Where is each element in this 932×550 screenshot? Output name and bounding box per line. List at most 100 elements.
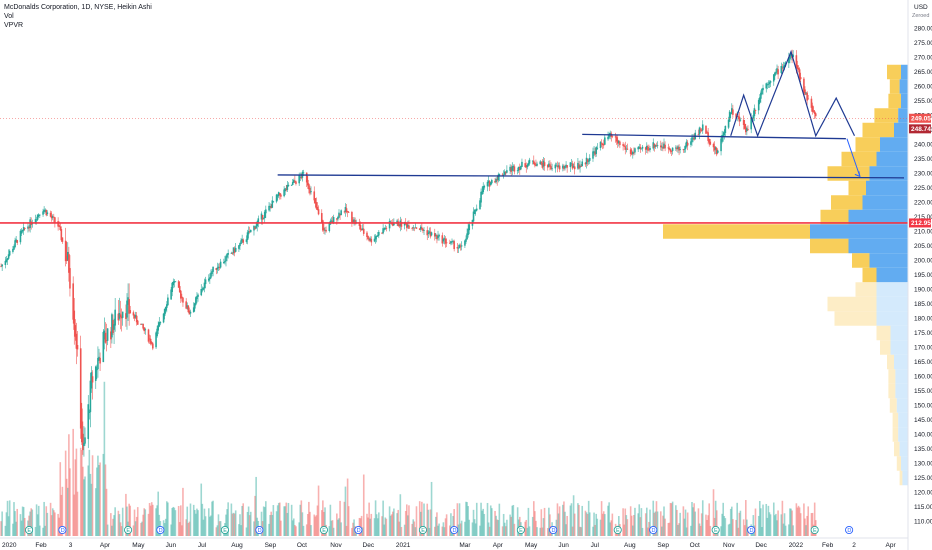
dividend-marker[interactable] <box>450 525 459 535</box>
earnings-marker[interactable] <box>810 525 819 535</box>
volume-bar <box>121 507 124 536</box>
volume-bar <box>675 505 677 536</box>
candle-body <box>592 151 594 159</box>
symbol-title[interactable]: McDonalds Corporation, 1D, NYSE, Heikin … <box>4 4 152 11</box>
candle-body <box>466 233 468 240</box>
volume-bar <box>742 519 745 536</box>
candle-body <box>332 217 335 223</box>
volume-bar <box>239 514 241 536</box>
candle-body <box>762 87 764 91</box>
candle-body <box>219 261 222 268</box>
time-axis[interactable]: 2020 Feb 3 Apr May Jun Jul Aug Sep Oct Nov Dec 2021 M… <box>0 537 908 549</box>
volume-bar <box>457 524 460 536</box>
candle-body <box>797 67 800 70</box>
dividend-marker[interactable] <box>156 525 165 535</box>
candle-body <box>686 142 689 146</box>
candle-body <box>611 135 614 137</box>
volume-bar <box>506 519 508 536</box>
volume-bar <box>494 510 496 536</box>
dividend-marker[interactable] <box>354 525 363 535</box>
volume-bar <box>21 506 24 536</box>
vpvr-indicator-label[interactable]: VPVR <box>4 22 24 29</box>
price-tick-label: 205.00 <box>914 243 932 250</box>
volume-bar <box>738 512 741 536</box>
volume-bar <box>607 505 609 536</box>
volume-bar <box>97 455 99 536</box>
volume-bar <box>686 512 689 536</box>
earnings-marker[interactable] <box>613 525 622 535</box>
vp-row-down <box>876 325 891 341</box>
candle-body <box>503 171 506 175</box>
volume-bar <box>566 515 568 536</box>
candle-body <box>422 228 424 231</box>
vp-row-down <box>894 441 900 457</box>
volume-indicator-label[interactable]: Vol <box>4 13 14 20</box>
volume-bar <box>279 502 281 536</box>
head-shoulders-pattern[interactable] <box>730 49 856 138</box>
candle-body <box>806 92 808 101</box>
dividend-marker[interactable] <box>845 525 854 535</box>
volume-bar <box>715 510 718 536</box>
candle-body <box>556 165 559 168</box>
candle-body <box>140 323 142 325</box>
earnings-marker[interactable] <box>124 525 133 535</box>
dividend-marker[interactable] <box>649 525 658 535</box>
blue-trend-line[interactable] <box>582 133 846 140</box>
time-tick-label: Apr <box>493 542 504 549</box>
candle-body <box>87 404 90 439</box>
volume-bar <box>512 504 515 536</box>
dividend-marker[interactable] <box>549 525 558 535</box>
time-tick-label: May <box>132 542 145 549</box>
price-axis[interactable]: 110.00 115.00 120.00 125.00 130.00 135.00 140.… <box>907 0 932 550</box>
volume-bar <box>577 503 579 536</box>
volume-bar <box>225 514 227 536</box>
candle-body <box>344 207 347 212</box>
volume-bar <box>712 489 715 536</box>
volume-bar <box>400 526 403 536</box>
earnings-marker[interactable] <box>220 525 229 535</box>
marker-letter: D <box>749 528 753 534</box>
volume-bar <box>305 524 308 536</box>
candle-body <box>572 166 575 168</box>
candle-body <box>451 241 453 243</box>
dividend-marker[interactable] <box>747 525 756 535</box>
volume-bar <box>645 507 648 536</box>
dividend-marker[interactable] <box>255 525 264 535</box>
candle-body <box>299 176 302 178</box>
earnings-marker[interactable] <box>319 525 328 535</box>
volume-bar <box>323 511 325 536</box>
time-tick-label: Aug <box>624 542 636 549</box>
volume-bar <box>316 505 319 536</box>
volume-bar <box>369 518 372 536</box>
earnings-marker[interactable] <box>25 525 34 535</box>
dividend-marker[interactable] <box>58 525 67 535</box>
volume-bar <box>4 525 7 536</box>
candle-body <box>593 151 595 154</box>
candle-body <box>449 242 451 244</box>
marker-letter: E <box>126 528 130 534</box>
volume-bar <box>769 514 772 536</box>
candle-body <box>473 209 476 215</box>
volume-bar <box>780 514 783 536</box>
candle-body <box>120 316 123 319</box>
volume-bar <box>398 521 401 536</box>
projection-arrow[interactable] <box>846 138 861 177</box>
blue-trend-line[interactable] <box>277 174 905 179</box>
volume-bar <box>186 506 189 536</box>
candle-body <box>358 222 361 226</box>
vp-row-up <box>848 209 908 225</box>
volume-bar <box>691 501 693 536</box>
candle-body <box>272 201 275 203</box>
candle-body <box>287 184 290 187</box>
earnings-marker[interactable] <box>711 525 720 535</box>
candle-body <box>128 299 130 314</box>
time-tick-label: 2022 <box>789 542 804 549</box>
earnings-marker[interactable] <box>418 525 427 535</box>
volume-bar <box>777 510 779 536</box>
candle-body <box>546 164 549 168</box>
volume-bar <box>167 502 169 536</box>
earnings-marker[interactable] <box>516 525 525 535</box>
candle-body <box>91 376 94 383</box>
candle-body <box>248 231 251 233</box>
